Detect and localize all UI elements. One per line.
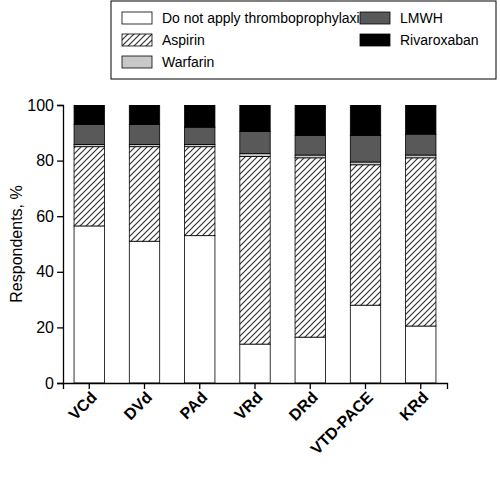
plot: 0 20 40 60 80 100 VCd DVd PAd VRd DRdVTD-PACE KRd: [27, 97, 447, 458]
y-tick-label: 40: [36, 263, 54, 280]
legend-label: Aspirin: [162, 32, 205, 48]
bar-segment: [295, 105, 325, 136]
y-tick-label: 0: [45, 375, 54, 392]
bar-segment: [240, 131, 270, 153]
legend-label: Rivaroxaban: [400, 32, 479, 48]
legend-frame: [111, 1, 496, 79]
x-axis-line: [64, 384, 448, 390]
x-tick: DRd: [286, 383, 321, 424]
bar-segment: [185, 105, 215, 127]
legend: Do not apply thromboprophylaxis Aspirin Wa…: [111, 1, 496, 79]
y-tick: 20: [36, 319, 63, 336]
y-axis-line: [57, 106, 64, 384]
bar-segment: [74, 124, 104, 144]
legend-swatch: [360, 12, 390, 24]
legend-item: Aspirin: [122, 32, 205, 48]
x-tick-mark: [310, 383, 311, 389]
y-tick: 60: [36, 208, 63, 225]
x-tick-mark: [89, 383, 90, 389]
legend-label: LMWH: [400, 10, 443, 26]
bar-segment: [406, 155, 436, 158]
x-axis: VCd DVd PAd VRd DRdVTD-PACE KRd: [64, 383, 448, 458]
legend-swatch: [360, 34, 390, 46]
bar-segment: [74, 147, 104, 226]
bar-segment: [240, 154, 270, 157]
series: [74, 147, 436, 344]
x-tick: VTD-PACE: [307, 383, 376, 458]
x-tick: VRd: [231, 383, 266, 423]
bar-segment: [185, 236, 215, 383]
x-tick-mark: [199, 383, 200, 389]
bar-segment: [350, 136, 380, 162]
y-tick: 100: [27, 97, 63, 114]
bar-segment: [129, 147, 159, 242]
bar-segment: [406, 134, 436, 155]
bar-segment: [406, 326, 436, 383]
bar-segment: [350, 305, 380, 383]
x-tick-mark: [254, 383, 255, 389]
y-tick: 80: [36, 152, 63, 169]
y-axis: 0 20 40 60 80 100: [27, 97, 63, 392]
y-tick-mark: [57, 327, 63, 328]
x-tick-mark: [365, 383, 366, 389]
legend-label: Warfarin: [162, 54, 214, 70]
legend-label: Do not apply thromboprophylaxis: [162, 10, 367, 26]
y-tick-label: 60: [36, 208, 54, 225]
bar-segment: [129, 124, 159, 144]
y-axis-title: Respondents, %: [8, 185, 25, 302]
legend-swatch: [122, 56, 152, 68]
y-tick-mark: [57, 383, 63, 384]
x-tick: VCd: [65, 383, 100, 423]
x-tick-label: VRd: [231, 389, 266, 424]
bar-segment: [129, 105, 159, 124]
y-tick-label: 80: [36, 152, 54, 169]
bar-segment: [295, 155, 325, 158]
bar-segment: [295, 158, 325, 337]
bar-segment: [74, 105, 104, 124]
y-tick-mark: [57, 160, 63, 161]
y-tick: 0: [45, 375, 63, 392]
bar-segment: [406, 158, 436, 326]
bar-segment: [240, 156, 270, 344]
legend-item: LMWH: [360, 10, 443, 26]
y-tick: 40: [36, 263, 63, 280]
bar-segment: [350, 162, 380, 165]
legend-item: Warfarin: [122, 54, 214, 70]
bar-segment: [240, 344, 270, 383]
x-tick-label: KRd: [396, 389, 431, 424]
bar-segment: [129, 241, 159, 383]
chart: 0 20 40 60 80 100 VCd DVd PAd VRd DRdVTD-PACE KRd Re…: [0, 0, 500, 477]
y-tick-label: 100: [27, 97, 54, 114]
y-tick-mark: [57, 216, 63, 217]
bar-segment: [74, 226, 104, 383]
x-tick-label: DRd: [286, 389, 321, 424]
legend-swatch: [122, 34, 152, 46]
legend-item: Do not apply thromboprophylaxis: [122, 10, 367, 26]
bars: [74, 105, 436, 383]
x-tick-label: DVd: [121, 389, 156, 424]
bar-segment: [240, 105, 270, 131]
x-tick-label: VCd: [65, 389, 100, 424]
x-tick-label: VTD-PACE: [307, 388, 376, 457]
legend-item: Rivaroxaban: [360, 32, 479, 48]
y-tick-mark: [57, 105, 63, 106]
bar-segment: [350, 165, 380, 305]
x-tick-mark: [144, 383, 145, 389]
x-tick-label: PAd: [177, 389, 211, 423]
bar-segment: [185, 147, 215, 236]
bar-segment: [295, 136, 325, 155]
series: [74, 105, 436, 136]
x-tick: KRd: [396, 383, 431, 424]
bar-segment: [406, 105, 436, 134]
x-tick: PAd: [177, 383, 211, 422]
y-tick-label: 20: [36, 319, 54, 336]
x-tick: DVd: [121, 383, 156, 423]
bar-segment: [350, 105, 380, 136]
bar-segment: [295, 337, 325, 383]
legend-swatch: [122, 12, 152, 24]
x-tick-mark: [420, 383, 421, 389]
bar-segment: [185, 127, 215, 144]
y-tick-mark: [57, 272, 63, 273]
